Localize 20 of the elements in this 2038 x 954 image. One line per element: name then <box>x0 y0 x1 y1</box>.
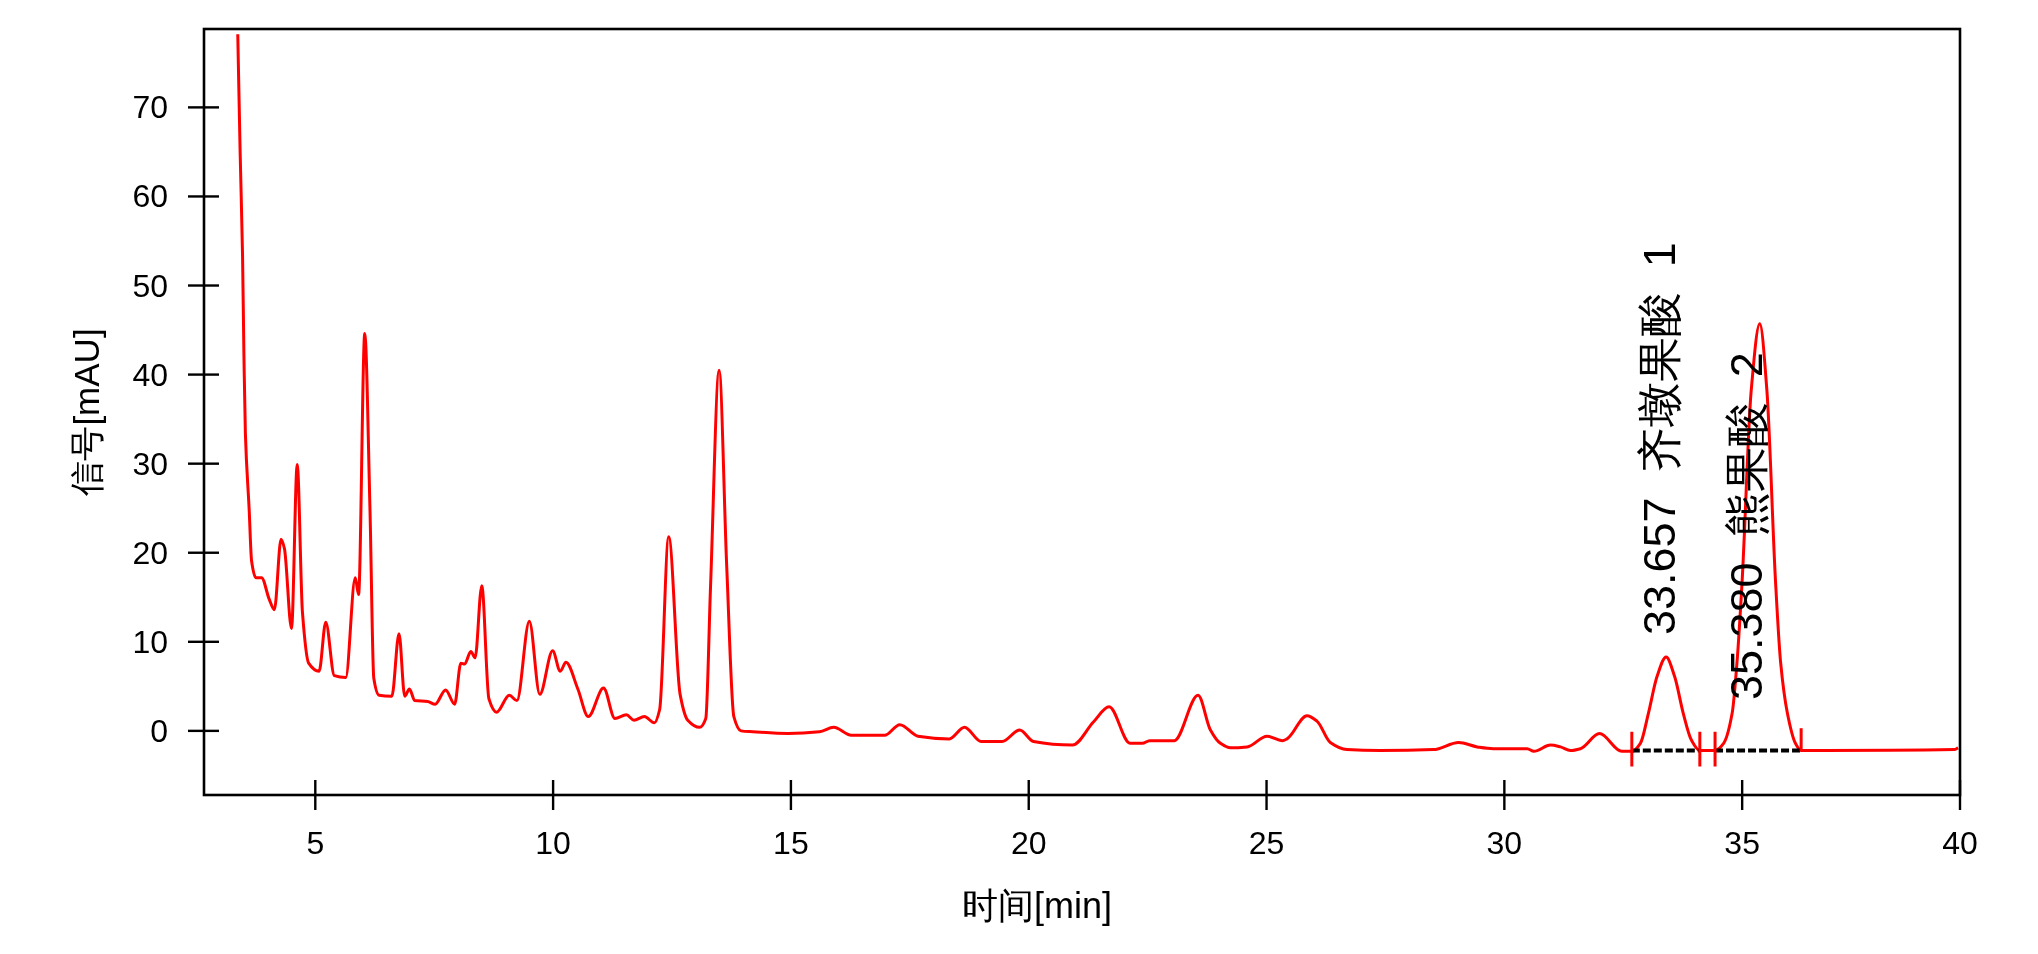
x-tick-label: 15 <box>773 825 809 861</box>
annotation: 33.657 齐墩果酸 1 <box>1633 242 1685 635</box>
x-tick-label: 20 <box>1010 825 1047 861</box>
x-tick-label: 40 <box>1942 825 1978 861</box>
y-tick-label: 40 <box>132 356 168 393</box>
x-tick-label: 35 <box>1724 825 1760 861</box>
y-tick-label: 20 <box>132 534 168 571</box>
annotation: 35.380 熊果酸 2 <box>1720 352 1772 700</box>
y-tick-label: 0 <box>150 712 168 749</box>
y-axis-title: 信号[mAU] <box>66 328 106 496</box>
y-tick-label: 30 <box>132 445 168 482</box>
x-axis-title: 时间[min] <box>961 884 1113 926</box>
y-tick-label: 10 <box>132 623 168 660</box>
x-tick-label: 30 <box>1486 825 1523 861</box>
x-tick-label: 10 <box>535 825 571 861</box>
y-tick-label: 70 <box>132 89 168 126</box>
y-tick-label: 50 <box>132 267 168 304</box>
y-tick-label: 60 <box>132 178 168 215</box>
x-tick-label: 5 <box>306 825 325 861</box>
x-tick-label: 25 <box>1248 825 1285 861</box>
